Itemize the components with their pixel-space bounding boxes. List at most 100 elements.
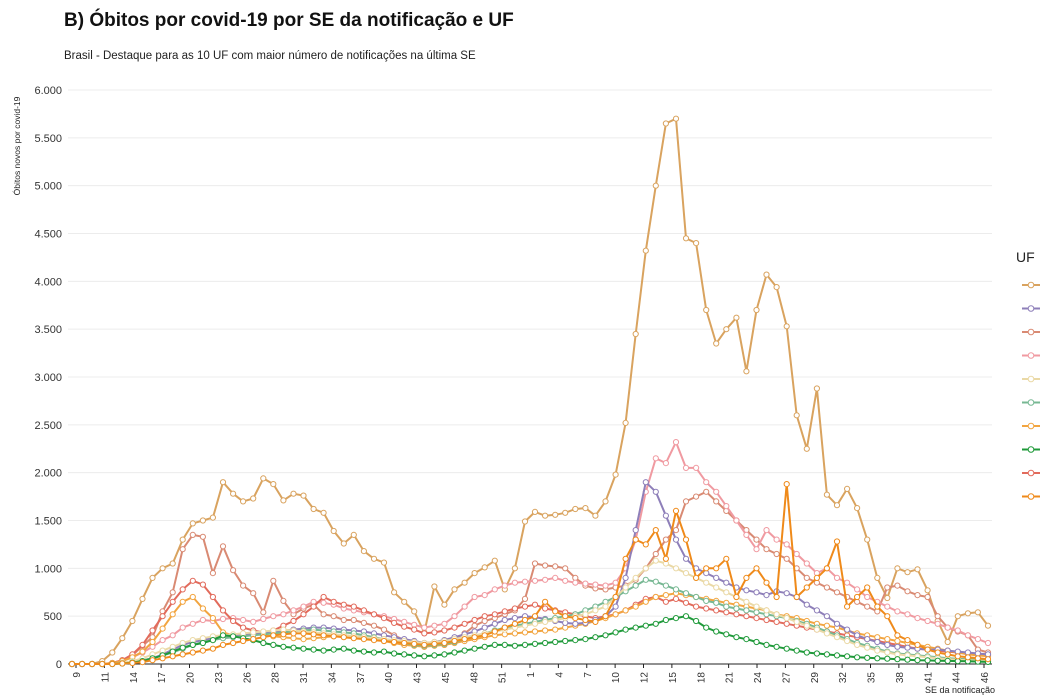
x-tick-label: 18 bbox=[696, 672, 707, 684]
data-point bbox=[904, 569, 911, 576]
data-point bbox=[894, 632, 901, 639]
series-10 bbox=[68, 481, 992, 668]
data-point bbox=[582, 580, 589, 587]
data-point bbox=[803, 601, 810, 608]
data-point bbox=[823, 491, 831, 498]
data-point bbox=[944, 624, 951, 631]
data-point bbox=[803, 560, 810, 567]
data-point bbox=[733, 517, 740, 524]
data-point bbox=[481, 592, 488, 599]
data-point bbox=[652, 578, 659, 585]
chart-title: B) Óbitos por covid-19 por SE da notific… bbox=[64, 10, 514, 31]
data-point bbox=[733, 634, 740, 641]
data-point bbox=[753, 589, 760, 596]
data-point bbox=[290, 644, 297, 651]
data-point bbox=[552, 608, 559, 615]
data-point bbox=[521, 629, 529, 636]
data-point bbox=[723, 631, 730, 638]
data-point bbox=[219, 479, 227, 486]
data-point bbox=[713, 628, 720, 635]
data-point bbox=[219, 632, 227, 639]
data-point bbox=[300, 645, 307, 652]
data-point bbox=[531, 628, 539, 635]
data-point bbox=[914, 657, 921, 664]
data-point bbox=[350, 616, 357, 624]
data-point bbox=[260, 628, 267, 635]
data-point bbox=[521, 595, 529, 603]
data-point bbox=[622, 626, 629, 633]
data-point bbox=[219, 615, 227, 623]
data-point bbox=[139, 595, 146, 603]
data-point bbox=[260, 475, 267, 482]
data-point bbox=[461, 603, 468, 610]
data-point bbox=[924, 617, 931, 625]
data-point bbox=[894, 637, 901, 645]
data-point bbox=[924, 587, 931, 594]
data-point bbox=[813, 607, 821, 614]
data-point bbox=[501, 608, 508, 615]
data-point bbox=[602, 632, 609, 639]
data-point bbox=[350, 647, 357, 654]
data-point bbox=[250, 629, 257, 636]
data-point bbox=[964, 632, 972, 639]
data-point bbox=[723, 555, 730, 562]
data-point bbox=[411, 608, 418, 615]
data-point bbox=[531, 620, 539, 627]
data-point bbox=[874, 603, 881, 610]
data-point bbox=[330, 527, 337, 535]
y-tick-label: 2.500 bbox=[34, 420, 62, 432]
data-point bbox=[391, 638, 398, 646]
data-point bbox=[320, 509, 327, 516]
data-point bbox=[773, 536, 780, 543]
x-tick-label: 46 bbox=[980, 672, 991, 684]
data-point bbox=[542, 627, 549, 634]
data-point bbox=[582, 611, 589, 618]
data-point bbox=[542, 512, 549, 519]
data-point bbox=[250, 618, 257, 626]
data-point bbox=[672, 115, 680, 122]
data-point bbox=[713, 565, 720, 572]
data-point bbox=[934, 620, 941, 627]
data-point bbox=[884, 584, 891, 591]
data-point bbox=[431, 629, 438, 636]
data-point bbox=[672, 439, 680, 446]
data-point bbox=[743, 368, 750, 375]
series-6 bbox=[68, 479, 992, 668]
data-point bbox=[582, 636, 589, 643]
data-point bbox=[672, 536, 680, 543]
data-point bbox=[652, 182, 659, 189]
data-point bbox=[642, 622, 649, 629]
data-point bbox=[773, 284, 780, 291]
data-point bbox=[682, 464, 690, 471]
data-point bbox=[934, 657, 941, 664]
data-point bbox=[491, 620, 498, 627]
x-tick-label: 41 bbox=[923, 672, 934, 684]
data-point bbox=[813, 385, 821, 392]
data-point bbox=[280, 597, 287, 605]
data-point bbox=[693, 574, 700, 582]
y-tick-label: 3.500 bbox=[34, 324, 62, 336]
data-point bbox=[753, 638, 760, 646]
data-point bbox=[974, 609, 982, 616]
data-point bbox=[813, 650, 821, 657]
data-point bbox=[169, 560, 176, 567]
data-point bbox=[169, 653, 176, 660]
data-point bbox=[270, 641, 277, 649]
data-point bbox=[189, 577, 196, 584]
data-point bbox=[733, 314, 740, 321]
data-point bbox=[864, 593, 871, 601]
x-tick-label: 23 bbox=[214, 672, 225, 684]
data-point bbox=[632, 330, 639, 338]
data-point bbox=[703, 488, 710, 495]
x-tick-label: 27 bbox=[781, 672, 792, 684]
data-point bbox=[984, 622, 992, 629]
legend-item bbox=[1022, 281, 1040, 289]
data-point bbox=[451, 649, 458, 656]
data-point bbox=[954, 653, 961, 660]
data-point bbox=[713, 599, 720, 606]
data-point bbox=[139, 659, 146, 666]
data-point bbox=[884, 649, 891, 656]
data-point bbox=[169, 611, 176, 618]
data-point bbox=[572, 620, 579, 627]
data-point bbox=[813, 574, 821, 582]
